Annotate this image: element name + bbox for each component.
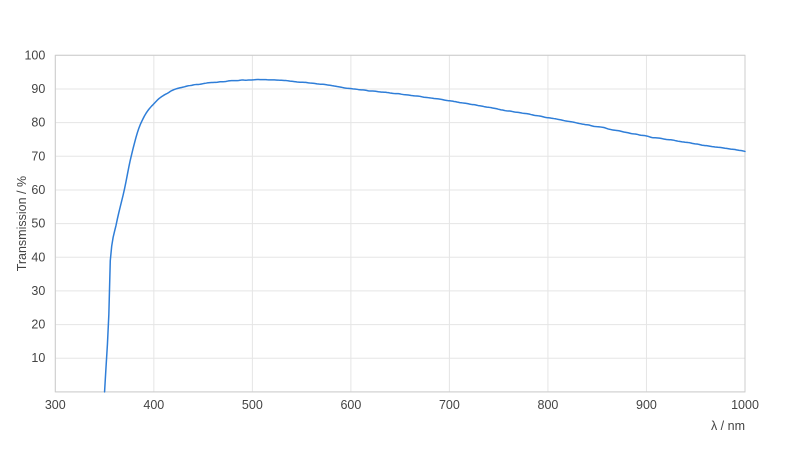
svg-text:500: 500 <box>242 398 263 412</box>
svg-text:300: 300 <box>45 398 66 412</box>
svg-text:1000: 1000 <box>731 398 759 412</box>
svg-text:600: 600 <box>340 398 361 412</box>
svg-text:80: 80 <box>31 116 45 130</box>
svg-text:400: 400 <box>143 398 164 412</box>
svg-text:900: 900 <box>636 398 657 412</box>
svg-text:700: 700 <box>439 398 460 412</box>
svg-text:60: 60 <box>31 183 45 197</box>
svg-text:30: 30 <box>31 284 45 298</box>
svg-text:90: 90 <box>31 82 45 96</box>
svg-text:Transmission / %: Transmission / % <box>15 176 29 271</box>
svg-text:10: 10 <box>31 351 45 365</box>
svg-text:70: 70 <box>31 149 45 163</box>
svg-text:800: 800 <box>538 398 559 412</box>
svg-text:λ / nm: λ / nm <box>711 419 745 433</box>
svg-text:20: 20 <box>31 318 45 332</box>
svg-text:50: 50 <box>31 217 45 231</box>
svg-text:40: 40 <box>31 250 45 264</box>
svg-text:100: 100 <box>24 48 45 62</box>
